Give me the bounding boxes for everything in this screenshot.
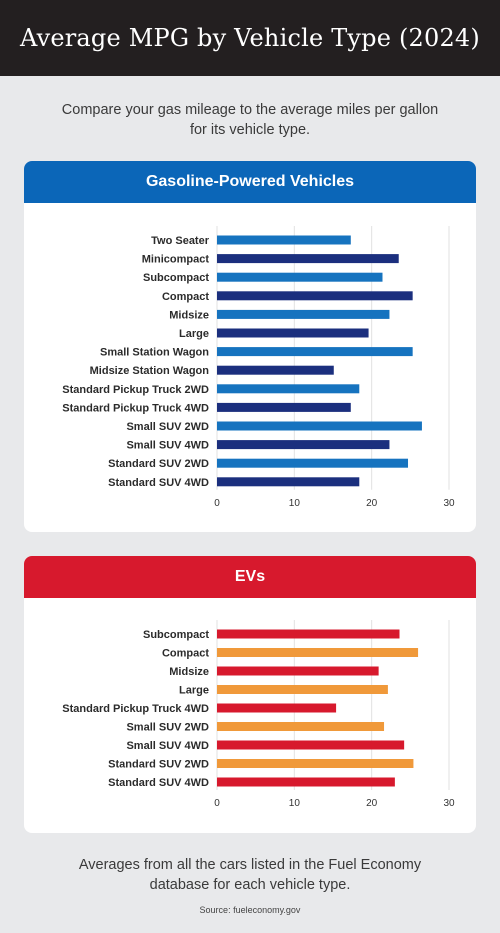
category-label: Two Seater (151, 235, 210, 247)
x-tick-label: 30 (443, 498, 455, 509)
category-label: Standard Pickup Truck 4WD (62, 402, 209, 414)
bar (217, 629, 400, 639)
bar (217, 272, 383, 282)
bar (217, 291, 413, 301)
category-label: Large (179, 685, 209, 697)
bar (217, 666, 379, 676)
bar (217, 648, 419, 657)
category-label: Subcompact (143, 629, 209, 641)
category-label: Midsize Station Wagon (90, 365, 210, 377)
x-tick-label: 30 (443, 798, 455, 809)
ev-chart-title: EVs (24, 556, 476, 598)
bar (217, 309, 390, 319)
category-label: Small Station Wagon (100, 347, 209, 359)
bar (217, 421, 422, 431)
category-label: Standard SUV 2WD (108, 759, 209, 771)
ev-bar-chart: 0 10 20 30 Subcompact Compact Midsize Large Stan… (62, 620, 455, 809)
category-label: Midsize (169, 666, 209, 678)
x-tick-label: 10 (289, 798, 301, 809)
category-label: Minicompact (142, 254, 210, 266)
ev-chart-panel: EVs 0 10 20 30 Subcompact Compact Midsize Large… (24, 556, 476, 833)
bar (217, 685, 388, 694)
bar (217, 759, 414, 768)
x-tick-label: 20 (366, 498, 378, 509)
gasoline-bar-chart: 0 10 20 30 Two Seater Minicompact Subcompact Co… (62, 226, 455, 509)
category-label: Small SUV 2WD (126, 722, 209, 734)
x-tick-label: 20 (366, 798, 378, 809)
category-label: Subcompact (143, 272, 209, 284)
category-label: Small SUV 4WD (126, 740, 209, 752)
category-label: Large (179, 328, 209, 340)
bar (217, 777, 395, 787)
bar (217, 440, 390, 450)
gasoline-chart-panel: Gasoline-Powered Vehicles 0 10 20 30 Two Sea… (24, 161, 476, 532)
category-label: Midsize (169, 309, 209, 321)
bar (217, 384, 360, 394)
bar (217, 235, 351, 245)
category-label: Compact (162, 291, 209, 303)
footer-note: Averages from all the cars listed in the… (78, 857, 422, 893)
page-header: Average MPG by Vehicle Type (2024) (0, 0, 500, 76)
x-tick-label: 0 (214, 798, 220, 809)
bar (217, 722, 385, 731)
bar (217, 458, 409, 468)
bar (217, 254, 399, 264)
bar (217, 477, 360, 487)
bar (217, 740, 405, 750)
category-label: Small SUV 4WD (126, 440, 209, 452)
x-tick-label: 10 (289, 498, 301, 509)
category-label: Standard SUV 4WD (108, 777, 209, 789)
page-title: Average MPG by Vehicle Type (2024) (20, 24, 480, 52)
bar (217, 328, 369, 338)
source-credit: Source: fueleconomy.gov (199, 905, 301, 915)
bar (217, 347, 413, 357)
intro-text: Compare your gas mileage to the average … (61, 102, 439, 138)
category-label: Compact (162, 648, 209, 660)
category-label: Standard SUV 2WD (108, 458, 209, 470)
bar (217, 402, 351, 412)
bar (217, 365, 334, 375)
category-label: Standard Pickup Truck 4WD (62, 703, 209, 715)
category-label: Standard Pickup Truck 2WD (62, 384, 209, 396)
category-label: Standard SUV 4WD (108, 477, 209, 489)
x-tick-label: 0 (214, 498, 220, 509)
gasoline-chart-title: Gasoline-Powered Vehicles (24, 161, 476, 203)
bar (217, 703, 337, 713)
category-label: Small SUV 2WD (126, 421, 209, 433)
